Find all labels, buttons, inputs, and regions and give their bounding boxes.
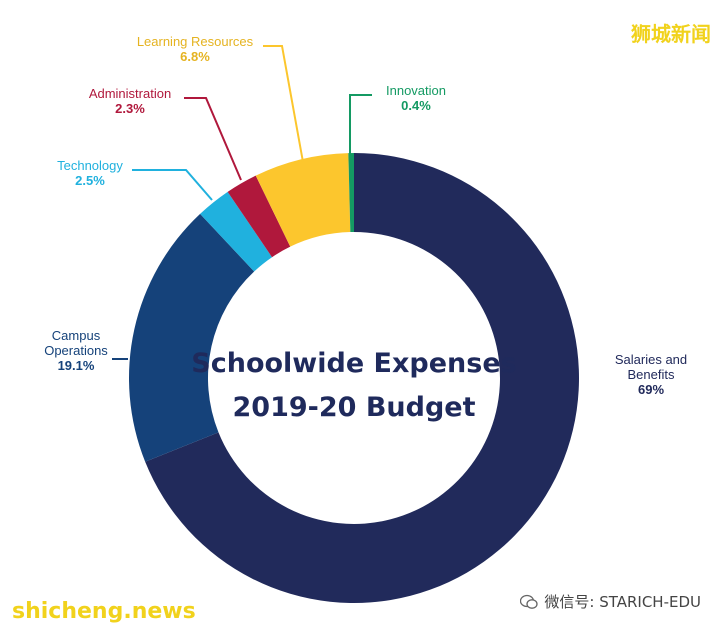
slice-label: Administration (89, 86, 171, 101)
chart-title-line-1: Schoolwide Expenses (191, 348, 516, 379)
leader-line-technology (132, 169, 213, 201)
leader-lines (112, 45, 372, 360)
slice-technology (200, 191, 273, 272)
slice-administration (227, 175, 291, 258)
slice-innovation (348, 153, 354, 233)
watermark-wechat-text: 微信号: STARICH-EDU (544, 593, 701, 611)
slice-salaries-and-benefits (145, 153, 579, 604)
slice-campus-operations (128, 213, 255, 462)
chart-title-line-2: 2019-20 Budget (233, 392, 476, 423)
slice-label: Campus (52, 328, 101, 343)
slice-percent-label: 0.4% (401, 98, 431, 113)
slice-label: Learning Resources (137, 34, 254, 49)
wechat-icon (520, 594, 539, 610)
slice-label: Innovation (386, 83, 446, 98)
slice-label: Technology (57, 158, 123, 173)
leader-line-learning-resources (263, 45, 304, 163)
leader-line-innovation (349, 94, 372, 156)
slice-label: Benefits (628, 367, 675, 382)
watermark-wechat: 微信号: STARICH-EDU (520, 591, 701, 612)
slice-percent-label: 2.5% (75, 173, 105, 188)
donut-slices (128, 153, 579, 604)
watermark-site: shicheng.news (12, 599, 196, 624)
slice-percent-label: 69% (638, 382, 664, 397)
slice-percent-label: 19.1% (58, 358, 95, 373)
watermark-chinese-title: 狮城新闻 (631, 22, 711, 46)
leader-line-administration (184, 97, 242, 181)
slice-learning-resources (255, 153, 351, 247)
slice-label: Operations (44, 343, 108, 358)
slice-label: Salaries and (615, 352, 687, 367)
slice-percent-label: 2.3% (115, 101, 145, 116)
slice-percent-label: 6.8% (180, 49, 210, 64)
